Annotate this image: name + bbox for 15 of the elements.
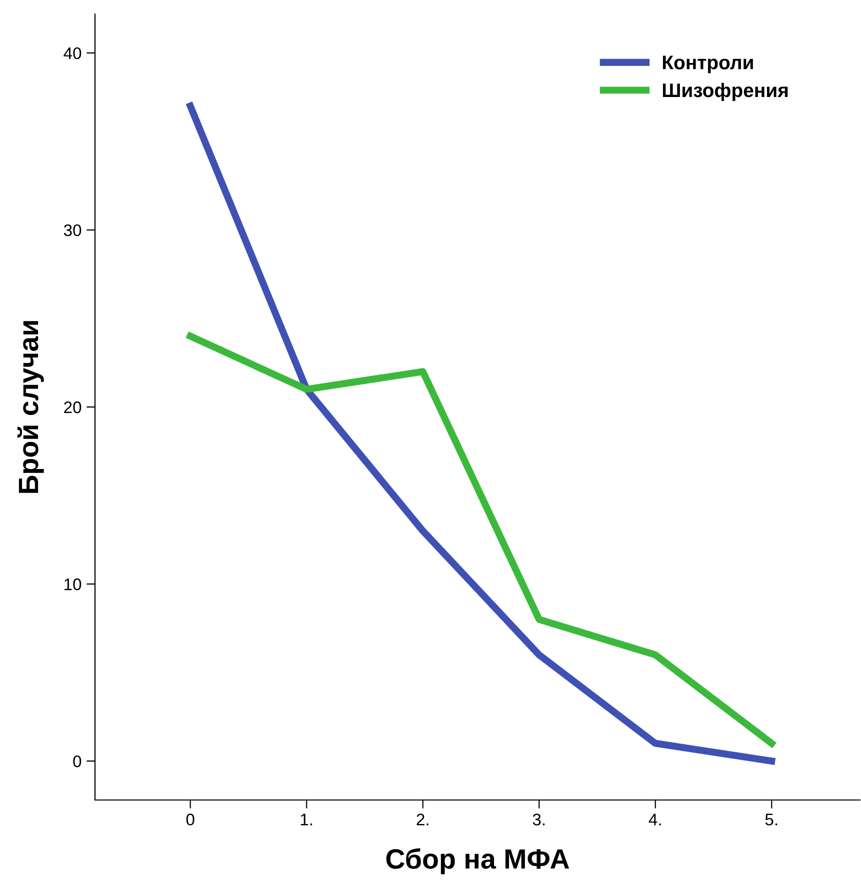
legend-label: Контроли bbox=[662, 56, 753, 74]
x-tick-label: 1. bbox=[300, 814, 312, 826]
y-tick-label: 30 bbox=[64, 224, 82, 236]
x-tick-label: 5. bbox=[765, 814, 778, 826]
x-tick-label: 4. bbox=[648, 814, 661, 826]
x-tick-label: 3. bbox=[532, 814, 545, 826]
y-axis-title: Брой случаи bbox=[17, 321, 44, 493]
y-tick-label: 40 bbox=[64, 47, 82, 60]
y-tick-label: 0 bbox=[73, 755, 82, 768]
y-tick-label: 10 bbox=[64, 578, 82, 590]
x-axis-title: Сбор на МФА bbox=[386, 848, 570, 874]
legend-label: Шизофрения bbox=[662, 82, 788, 102]
x-tick-label: 2. bbox=[416, 814, 428, 826]
y-tick-label: 20 bbox=[64, 401, 82, 414]
x-tick-label: 0 bbox=[186, 814, 194, 826]
